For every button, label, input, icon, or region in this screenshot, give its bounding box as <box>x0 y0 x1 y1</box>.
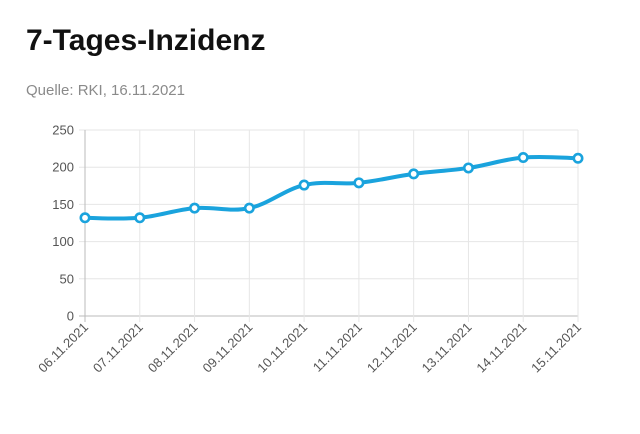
x-tick-label: 11.11.2021 <box>310 320 365 375</box>
x-tick-label: 09.11.2021 <box>200 320 256 376</box>
incidence-line <box>83 154 580 221</box>
y-tick-label: 250 <box>52 123 74 138</box>
data-point[interactable] <box>134 212 146 224</box>
y-tick-label: 0 <box>67 309 74 324</box>
x-tick-label: 12.11.2021 <box>364 320 420 376</box>
x-axis: 06.11.202107.11.202108.11.202109.11.2021… <box>35 320 584 376</box>
grid-lines <box>79 129 579 322</box>
data-point[interactable] <box>517 152 529 164</box>
y-tick-label: 100 <box>52 234 74 249</box>
x-tick-label: 15.11.2021 <box>528 320 584 376</box>
y-axis: 0 50 100 150 200 250 <box>52 123 74 324</box>
data-point[interactable] <box>353 177 365 189</box>
source-note: Quelle: RKI, 16.11.2021 <box>26 82 185 99</box>
data-point[interactable] <box>462 162 474 174</box>
x-tick-label: 13.11.2021 <box>419 320 475 376</box>
data-point[interactable] <box>572 152 584 164</box>
data-points <box>79 152 584 224</box>
y-tick-label: 150 <box>52 197 74 212</box>
x-tick-label: 08.11.2021 <box>145 320 201 376</box>
chart-title: 7-Tages-Inzidenz <box>26 24 266 57</box>
x-tick-label: 07.11.2021 <box>90 320 146 376</box>
x-tick-label: 10.11.2021 <box>254 320 310 376</box>
y-tick-label: 200 <box>52 160 74 175</box>
data-point[interactable] <box>408 168 420 180</box>
x-tick-label: 14.11.2021 <box>473 320 529 376</box>
data-point[interactable] <box>298 179 310 191</box>
data-point[interactable] <box>79 212 91 224</box>
y-tick-label: 50 <box>60 271 74 286</box>
data-point[interactable] <box>189 202 201 214</box>
data-point[interactable] <box>243 202 255 214</box>
x-tick-label: 06.11.2021 <box>35 320 91 376</box>
series-line <box>83 154 580 221</box>
